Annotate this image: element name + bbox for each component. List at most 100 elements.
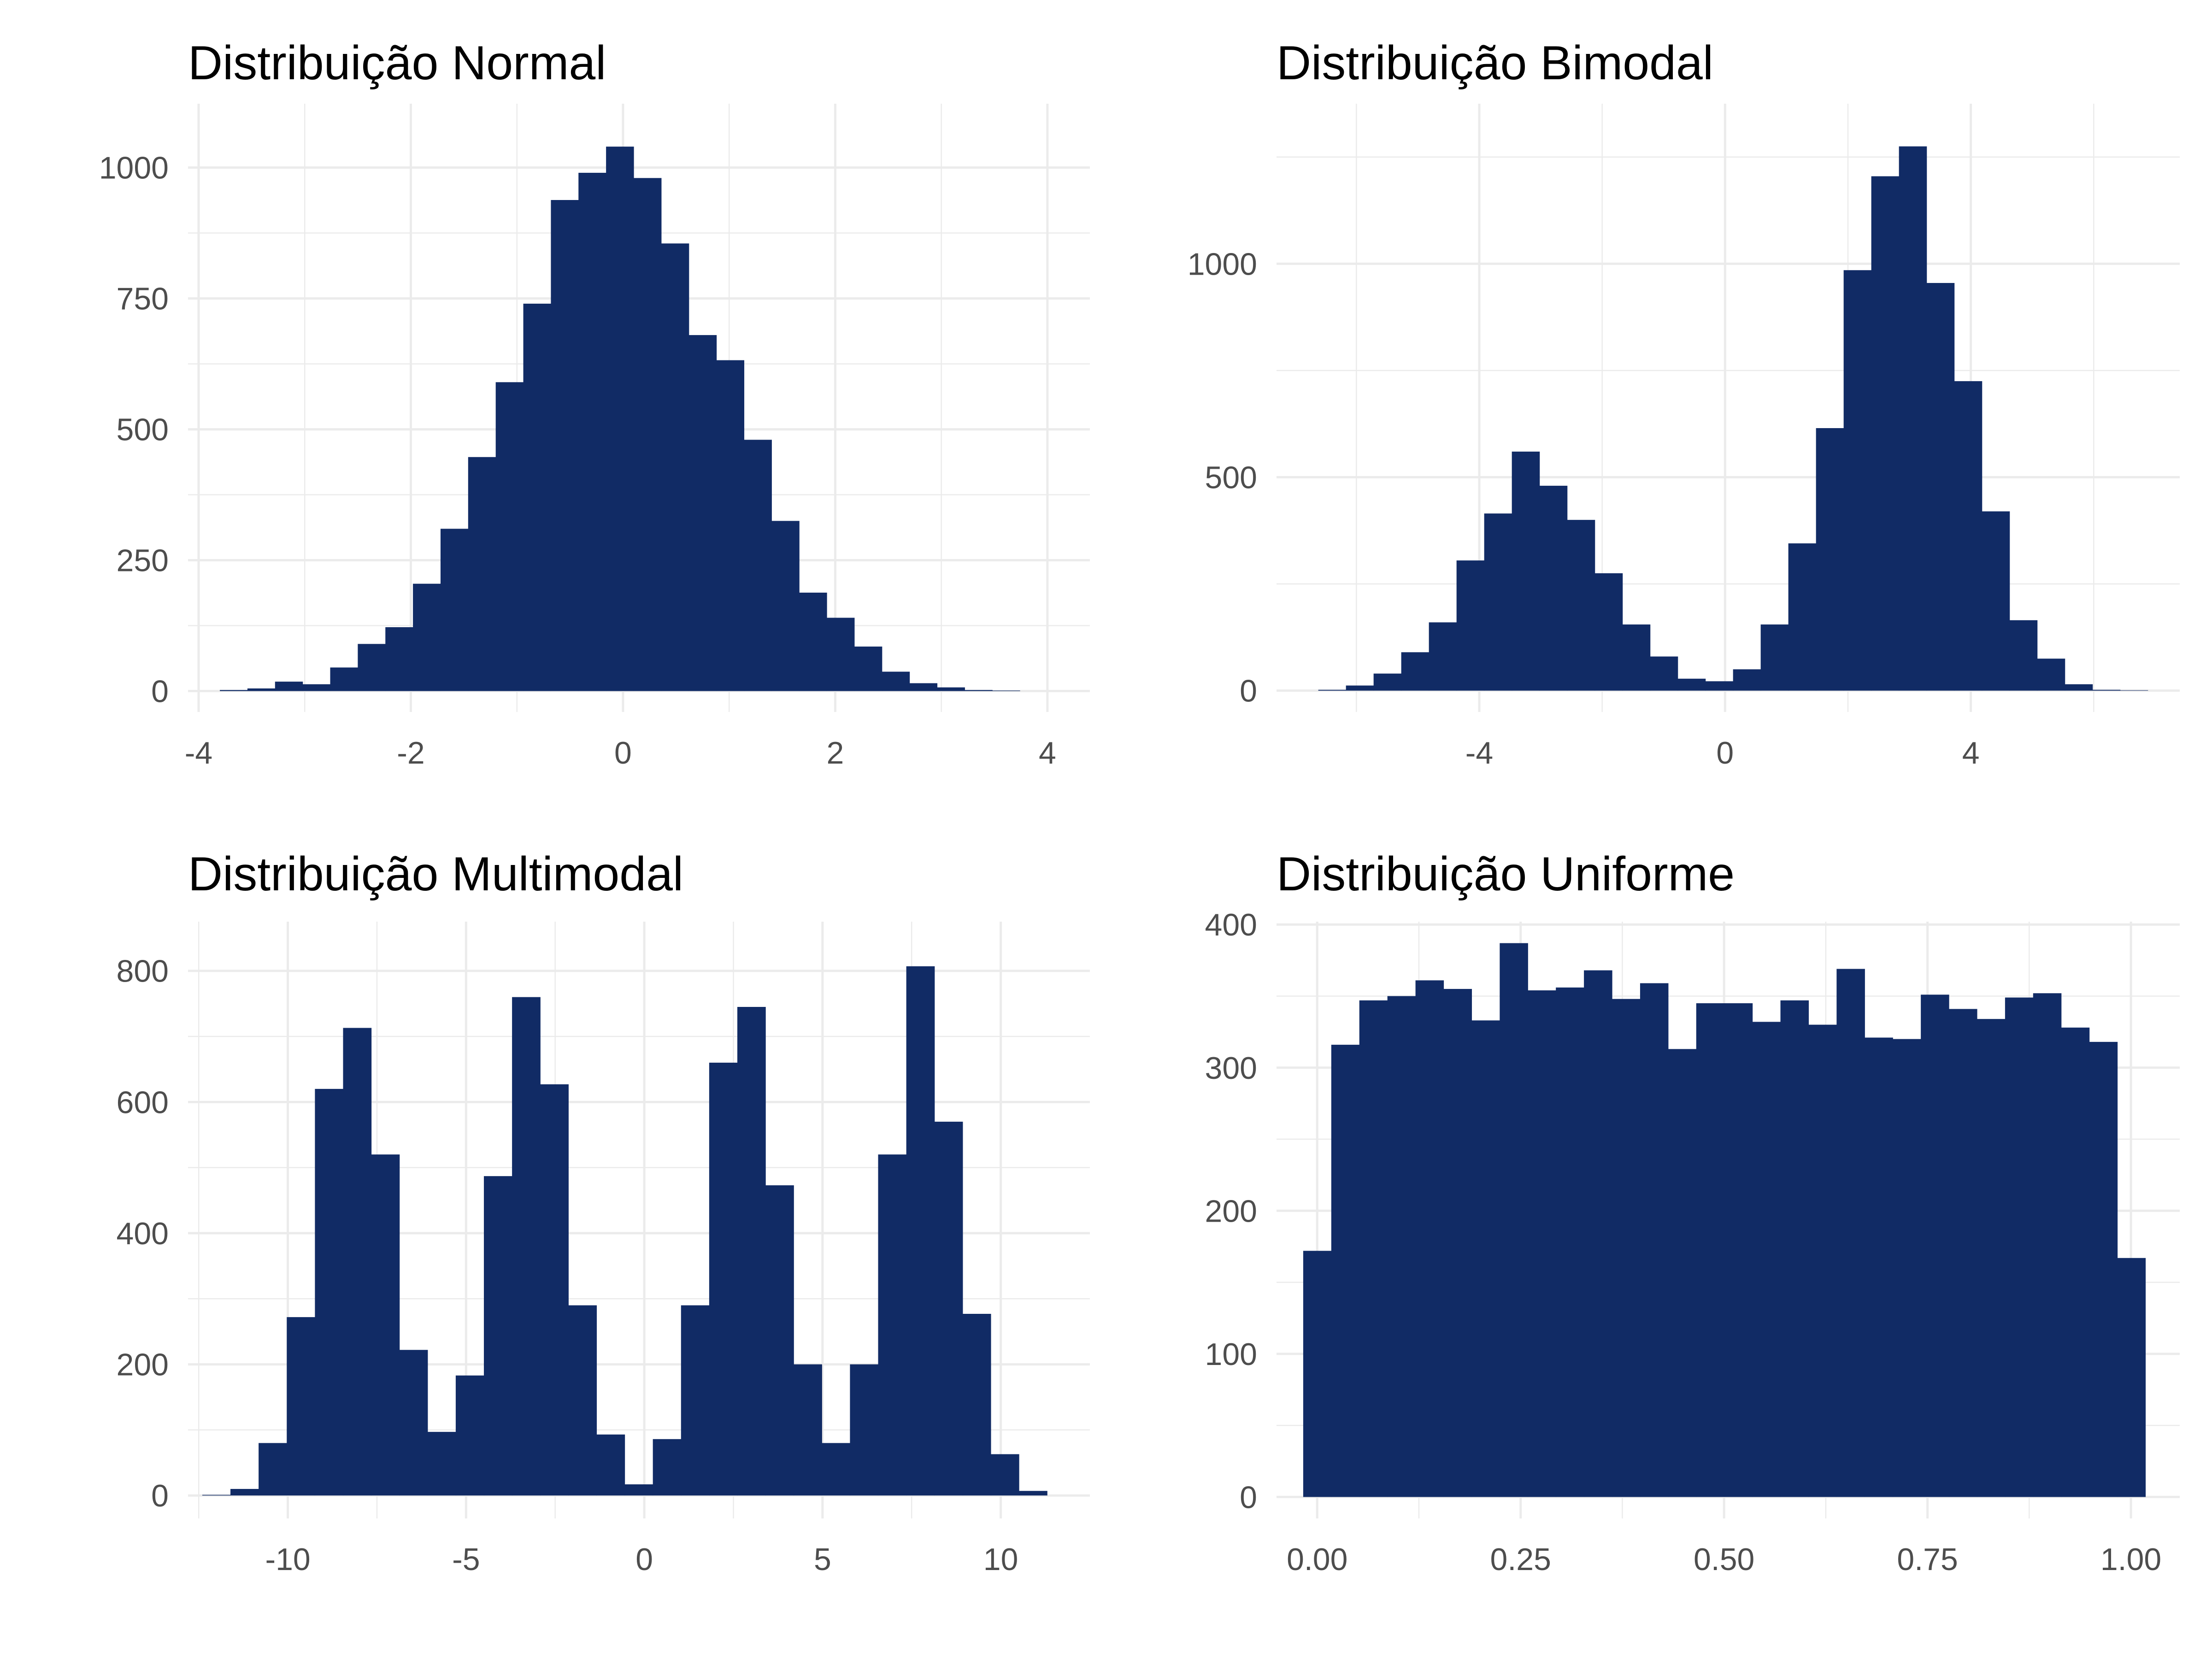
grid-lines (1277, 104, 2180, 712)
histogram-bar (1443, 988, 1472, 1497)
histogram-bar (275, 682, 303, 691)
histogram-bar (1816, 428, 1844, 691)
histogram-bar (1724, 1003, 1753, 1497)
histogram-bar (1696, 1003, 1725, 1497)
histogram-bar (2005, 997, 2034, 1497)
histogram-bars (202, 966, 1047, 1496)
panel-title: Distribuição Normal (188, 36, 606, 90)
histogram-bar (1346, 685, 1374, 691)
histogram-bar (1760, 624, 1789, 691)
histogram-bar (1567, 520, 1595, 691)
histogram-bar (1318, 689, 1347, 691)
panel-uniforme: Distribuição Uniforme 0 100 200 300 400 0.00… (1205, 847, 2180, 1577)
histogram-bar (1640, 983, 1669, 1497)
histogram-bar (1954, 381, 1983, 691)
y-tick-label: 800 (117, 954, 169, 989)
panel-bimodal: Distribuição Bimodal 0 500 1000 -4 0 4 (1188, 36, 2180, 771)
x-tick-label: 4 (1039, 735, 1056, 771)
histogram-bar (882, 671, 910, 691)
x-tick-labels: -10 -5 0 5 10 (265, 1542, 1018, 1577)
y-tick-labels: 0 200 400 600 800 (117, 954, 169, 1513)
histogram-bar (1528, 990, 1556, 1497)
histogram-bar (1471, 1020, 1500, 1497)
histogram-bar (633, 178, 662, 691)
histogram-bar (440, 529, 469, 691)
histogram-bar (427, 1432, 456, 1496)
histogram-bar (2117, 1258, 2146, 1497)
histogram-bar (1921, 994, 1949, 1497)
histogram-bar (1387, 996, 1416, 1497)
histogram-bar (822, 1443, 851, 1496)
histogram-bar (230, 1488, 259, 1496)
x-tick-label: -10 (265, 1542, 310, 1577)
histogram-bar (765, 1185, 794, 1496)
y-tick-labels: 0 250 500 750 1000 (99, 151, 169, 709)
x-tick-labels: -4 -2 0 2 4 (185, 735, 1056, 771)
histogram-bar (220, 690, 248, 691)
histogram-bar (540, 1084, 569, 1496)
histogram-bar (1843, 270, 1872, 691)
histogram-bar (744, 440, 772, 691)
histogram-bar (1650, 656, 1678, 691)
histogram-bar (1019, 1491, 1047, 1496)
histogram-bar (827, 618, 855, 691)
histogram-bar (688, 335, 717, 691)
x-tick-labels: -4 0 4 (1465, 735, 1980, 771)
histogram-bar (1612, 999, 1641, 1497)
x-tick-label: 0 (635, 1542, 653, 1577)
histogram-bar (1512, 451, 1540, 691)
y-tick-label: 1000 (1188, 247, 1257, 282)
y-tick-label: 750 (117, 282, 169, 317)
histogram-bar (1331, 1045, 1360, 1497)
histogram-bar (1415, 980, 1444, 1497)
histogram-bar (1584, 970, 1612, 1497)
histogram-bar (794, 1364, 822, 1496)
y-tick-label: 0 (1240, 674, 1257, 709)
histogram-bar (302, 684, 331, 691)
histogram-bar (2037, 659, 2065, 691)
histogram-bar (624, 1484, 653, 1496)
histogram-bar (854, 647, 882, 691)
y-tick-label: 0 (1240, 1480, 1257, 1515)
histogram-bar (1733, 669, 1761, 691)
histogram-bar (909, 683, 938, 691)
histogram-bar (1982, 511, 2010, 691)
histogram-bar (799, 592, 827, 691)
histogram-bar (962, 1314, 991, 1496)
y-tick-label: 200 (1205, 1194, 1257, 1229)
histogram-bar (937, 687, 965, 691)
histogram-bar (330, 667, 358, 691)
histogram-bar (358, 644, 386, 691)
histogram-bar (1865, 1037, 1893, 1497)
histogram-bar (878, 1154, 907, 1496)
histogram-bar (1456, 560, 1485, 691)
histogram-bar (1500, 943, 1528, 1497)
y-tick-label: 400 (1205, 907, 1257, 942)
histogram-bar (1788, 543, 1817, 691)
x-tick-label: 0.25 (1490, 1542, 1551, 1577)
histogram-bar (259, 1443, 287, 1496)
x-tick-label: -5 (452, 1542, 480, 1577)
histogram-bar (551, 200, 579, 691)
histogram-bar (512, 997, 541, 1496)
histogram-bar (990, 1454, 1019, 1496)
y-tick-labels: 0 100 200 300 400 (1205, 907, 1257, 1515)
y-tick-labels: 0 500 1000 (1188, 247, 1257, 708)
histogram-bar (578, 172, 606, 691)
histogram-bar (1926, 283, 1955, 691)
histogram-bar (1556, 987, 1584, 1497)
histogram-bar (1705, 681, 1734, 691)
x-tick-label: 0.75 (1897, 1542, 1958, 1577)
y-tick-label: 400 (117, 1216, 169, 1251)
histogram-bar (906, 966, 935, 1496)
y-tick-label: 600 (117, 1085, 169, 1120)
histogram-bar (247, 688, 276, 691)
histogram-bar (2033, 993, 2062, 1497)
x-tick-label: 0.50 (1694, 1542, 1754, 1577)
histogram-bars (1318, 146, 2148, 691)
histogram-bar (1359, 1000, 1388, 1497)
x-tick-label: -2 (397, 735, 424, 771)
x-tick-label: 10 (983, 1542, 1018, 1577)
histogram-bar (455, 1375, 484, 1496)
